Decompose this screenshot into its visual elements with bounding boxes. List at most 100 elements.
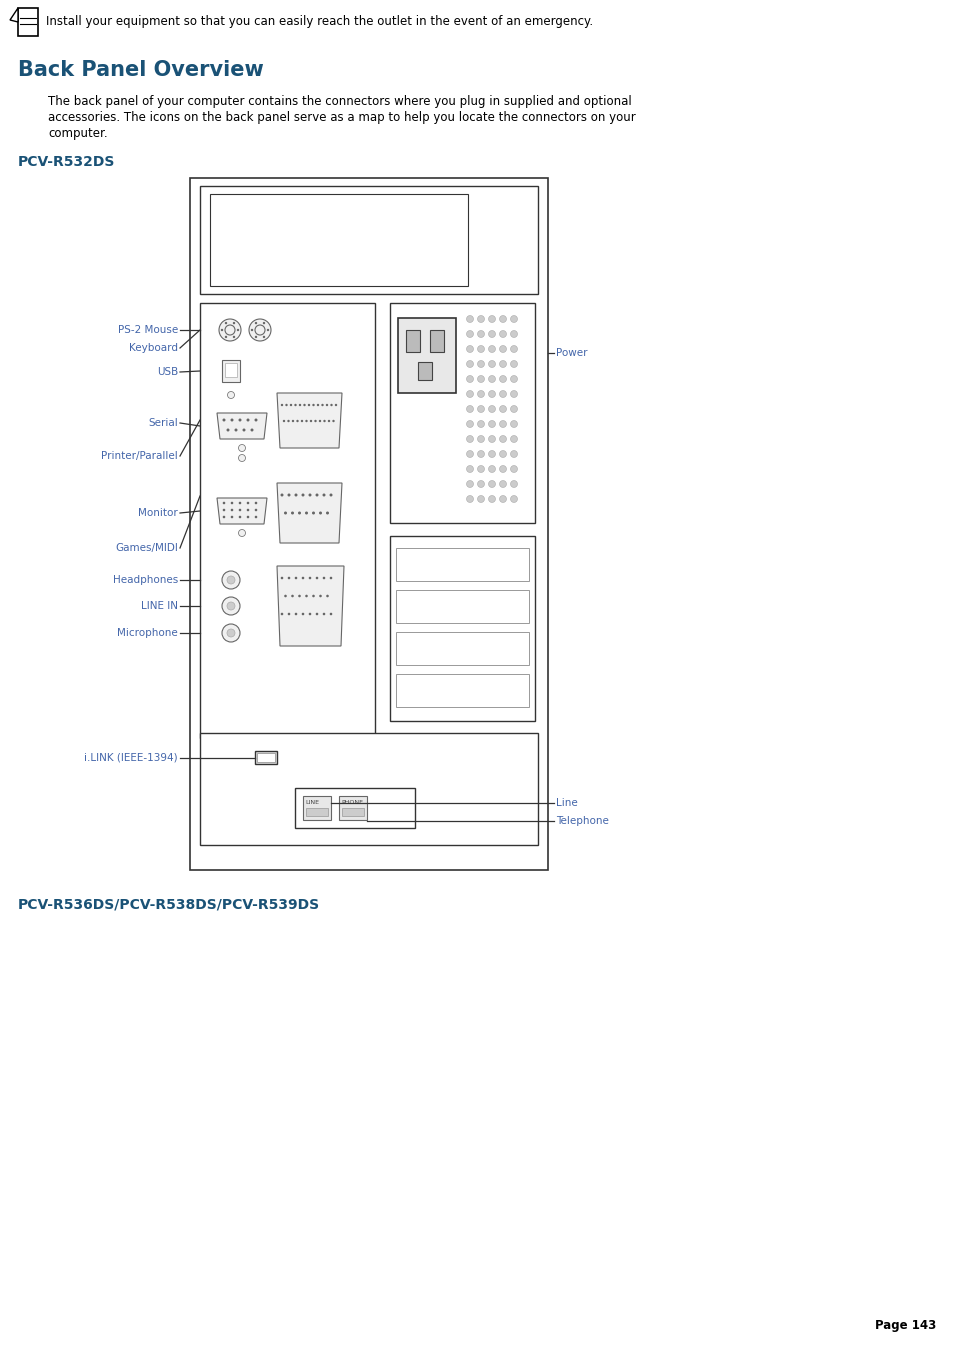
Circle shape [322,613,325,615]
Circle shape [477,466,484,473]
Bar [395,590,529,623]
Text: Page 143: Page 143 [874,1319,935,1332]
Circle shape [222,516,225,519]
Circle shape [510,450,517,458]
Circle shape [488,481,495,488]
Circle shape [466,316,473,323]
Circle shape [296,420,298,423]
Polygon shape [216,499,267,524]
Text: Printer/Parallel: Printer/Parallel [101,451,178,461]
Circle shape [249,319,271,340]
Bar [397,317,456,393]
Circle shape [233,336,235,338]
Circle shape [284,512,287,515]
Circle shape [254,419,257,422]
Polygon shape [276,484,341,543]
Bar [294,788,415,828]
Circle shape [322,577,325,580]
Circle shape [254,336,257,338]
Circle shape [488,361,495,367]
Circle shape [510,361,517,367]
Circle shape [488,405,495,412]
Circle shape [309,613,311,615]
Circle shape [298,594,300,597]
Text: Games/MIDI: Games/MIDI [115,543,178,553]
Text: i.LINK (IEEE-1394): i.LINK (IEEE-1394) [84,753,178,762]
Circle shape [315,493,318,497]
Circle shape [330,613,332,615]
Circle shape [294,613,297,615]
Text: Line: Line [556,798,578,808]
Circle shape [466,466,473,473]
Bar [430,330,443,353]
Circle shape [251,428,253,431]
Bar [256,753,274,762]
Circle shape [477,405,484,412]
Circle shape [303,404,305,407]
Bar [417,362,432,380]
Circle shape [222,509,225,511]
Text: computer.: computer. [48,127,108,141]
Bar [200,186,537,295]
Circle shape [292,420,294,423]
Circle shape [294,577,297,580]
Circle shape [231,419,233,422]
Circle shape [499,481,506,488]
Circle shape [466,435,473,443]
Circle shape [300,420,303,423]
Circle shape [477,390,484,397]
Circle shape [318,512,322,515]
Circle shape [301,577,304,580]
Circle shape [499,435,506,443]
Bar [395,549,529,581]
Circle shape [238,419,241,422]
Text: USB: USB [156,367,178,377]
Bar [306,808,328,816]
Circle shape [254,509,257,511]
Bar [341,808,364,816]
Circle shape [488,435,495,443]
Text: Headphones: Headphones [112,576,178,585]
Circle shape [499,450,506,458]
Circle shape [234,428,237,431]
Bar [406,330,419,353]
Circle shape [222,624,240,642]
Circle shape [510,466,517,473]
Circle shape [326,594,329,597]
Polygon shape [276,393,341,449]
Circle shape [225,336,227,338]
Circle shape [280,613,283,615]
Bar [395,632,529,665]
Circle shape [254,516,257,519]
Circle shape [488,331,495,338]
Circle shape [226,428,230,431]
Text: Serial: Serial [148,417,178,428]
Circle shape [231,509,233,511]
Circle shape [305,420,308,423]
Circle shape [328,420,330,423]
Circle shape [499,316,506,323]
Circle shape [466,481,473,488]
Circle shape [227,603,234,611]
Circle shape [291,512,294,515]
Circle shape [499,466,506,473]
Circle shape [312,404,314,407]
Circle shape [225,322,227,324]
Circle shape [231,516,233,519]
Circle shape [297,512,301,515]
Circle shape [466,450,473,458]
Circle shape [285,404,288,407]
Circle shape [510,346,517,353]
Circle shape [301,613,304,615]
Text: accessories. The icons on the back panel serve as a map to help you locate the c: accessories. The icons on the back panel… [48,111,635,124]
Circle shape [477,450,484,458]
Circle shape [227,392,234,399]
Circle shape [305,512,308,515]
Circle shape [314,420,316,423]
Circle shape [291,594,294,597]
Circle shape [305,594,308,597]
Bar [225,363,236,377]
Circle shape [477,376,484,382]
Text: PHONE: PHONE [340,800,363,805]
Circle shape [477,481,484,488]
